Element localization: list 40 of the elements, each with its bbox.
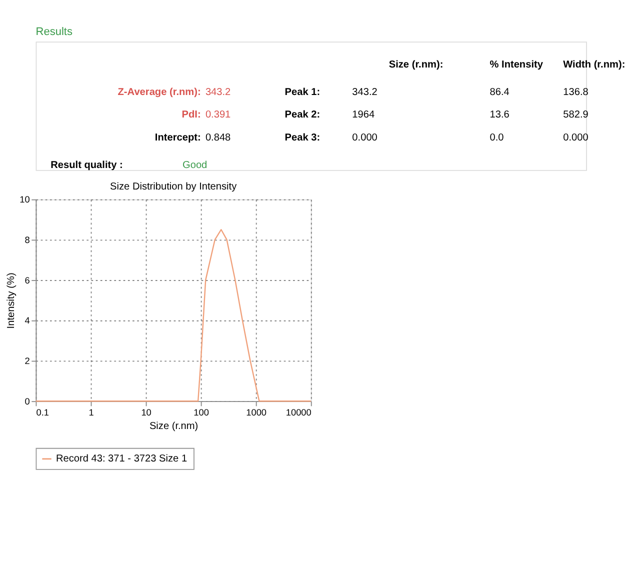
- text: 1964: [352, 110, 375, 121]
- text: Z-Average (r.nm):: [118, 86, 201, 98]
- chart-title: Size Distribution by Intensity: [110, 181, 238, 192]
- x-tick-label: 0.1: [36, 407, 49, 418]
- text: Peak 2:: [284, 110, 320, 121]
- text: 0.000: [563, 132, 589, 144]
- text: 136.8: [563, 86, 589, 98]
- y-tick-label: 10: [20, 194, 30, 205]
- x-tick-label: 10: [141, 407, 152, 418]
- x-tick-label: 10000: [286, 407, 312, 418]
- y-tick-label: 6: [24, 275, 30, 286]
- text: Intercept:: [154, 132, 201, 144]
- x-tick-label: 100: [194, 407, 209, 418]
- y-tick-label: 2: [24, 356, 30, 366]
- text: Peak 1:: [284, 86, 320, 98]
- text: 86.4: [490, 86, 510, 98]
- text: Results: [36, 26, 73, 38]
- text: Size (r.nm):: [388, 59, 444, 70]
- text: % Intensity: [490, 59, 544, 70]
- y-tick-label: 8: [24, 234, 30, 245]
- x-tick-label: 1000: [246, 407, 267, 418]
- text: Good: [182, 160, 208, 172]
- text: Result quality :: [50, 160, 123, 172]
- y-tick-label: 0: [24, 396, 30, 406]
- text: 343.2: [205, 86, 232, 98]
- text: PdI:: [182, 110, 201, 121]
- text: 343.2: [352, 86, 378, 98]
- text: 0.391: [205, 110, 232, 121]
- y-tick-label: 4: [24, 316, 30, 326]
- y-axis-title: Intensity (%): [6, 272, 18, 329]
- text: Width (r.nm):: [563, 59, 626, 70]
- text: 13.6: [490, 110, 510, 121]
- x-tick-label: 1: [88, 407, 94, 418]
- text: 0.848: [205, 132, 232, 144]
- x-axis-title: Size (r.nm): [149, 421, 198, 432]
- text: 0.000: [352, 132, 378, 144]
- legend-label: Record 43: 371 - 3723 Size 1: [56, 454, 188, 465]
- text: 0.0: [490, 132, 504, 144]
- text: 582.9: [563, 110, 589, 121]
- text: Peak 3:: [284, 132, 320, 144]
